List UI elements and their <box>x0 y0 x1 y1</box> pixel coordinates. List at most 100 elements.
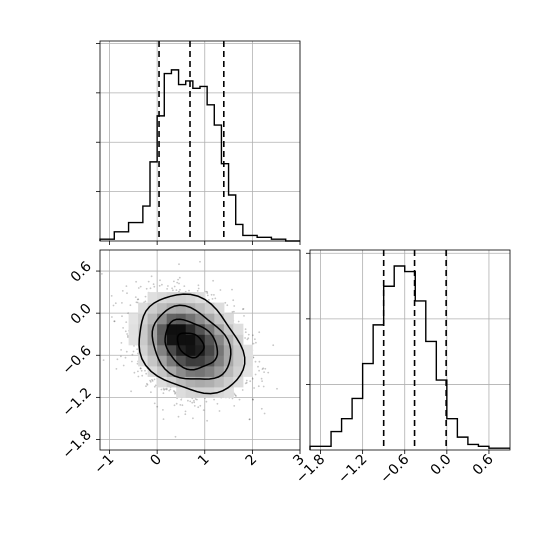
density-cell <box>204 302 215 314</box>
scatter-point <box>191 401 194 404</box>
density-cell <box>185 376 196 388</box>
density-cell <box>128 313 139 325</box>
scatter-point <box>246 338 249 341</box>
scatter-point <box>251 377 254 380</box>
scatter-point <box>175 289 178 291</box>
scatter-point <box>169 388 172 391</box>
scatter-point <box>218 410 221 412</box>
scatter-point <box>138 247 140 249</box>
scatter-point <box>253 387 256 389</box>
density-cell <box>176 365 187 377</box>
density-cell <box>157 355 168 367</box>
scatter-point <box>254 360 257 363</box>
y-axis-ticks: 0.6 0.0 −0.6 −1.2 −1.8 <box>59 259 100 462</box>
scatter-point <box>150 275 153 278</box>
density-cell <box>242 355 253 367</box>
scatter-point <box>211 298 214 300</box>
scatter-point <box>115 368 118 370</box>
contour-line <box>176 332 205 359</box>
y-tick-label: −1.2 <box>59 385 94 420</box>
scatter-point <box>216 402 219 405</box>
scatter-point <box>174 391 177 394</box>
scatter-point <box>153 378 156 381</box>
density-cell <box>157 344 168 356</box>
scatter-point <box>180 398 183 401</box>
scatter-point <box>214 297 217 300</box>
panel-frame <box>99 40 301 242</box>
scatter-point <box>188 289 190 292</box>
scatter-point <box>149 379 152 382</box>
scatter-point <box>177 415 180 418</box>
density-cell <box>185 355 196 367</box>
density-cell <box>195 323 206 335</box>
scatter-point <box>163 389 166 391</box>
scatter-point <box>121 302 123 304</box>
x-tick-marks <box>109 241 301 245</box>
scatter-point <box>213 398 216 401</box>
scatter-point <box>252 342 255 345</box>
scatter-point <box>233 405 236 407</box>
scatter-point <box>276 387 278 390</box>
scatter-point <box>149 287 152 290</box>
scatter-point <box>267 371 270 374</box>
density-cell <box>176 334 187 346</box>
density-cell <box>157 334 168 346</box>
density-cell <box>242 365 253 377</box>
density-cell <box>166 334 177 346</box>
scatter-point <box>187 399 189 402</box>
scatter-point <box>120 355 122 358</box>
density-cell <box>147 292 158 304</box>
density-cell <box>223 365 234 377</box>
scatter-point <box>258 369 260 372</box>
histogram-panel-param-2: −1.8 −1.2 −0.6 0.0 0.6 <box>293 249 511 487</box>
density-cell <box>223 323 234 335</box>
scatter-point <box>242 308 245 310</box>
density-cell <box>157 302 168 314</box>
scatter-point <box>120 342 123 344</box>
scatter-point <box>113 320 116 323</box>
scatter-point <box>245 381 248 384</box>
scatter-point <box>165 387 168 390</box>
density-cell <box>138 323 149 335</box>
scatter-point <box>174 435 177 438</box>
scatter-point <box>135 301 138 304</box>
scatter-point <box>121 290 124 292</box>
density-cell <box>138 344 149 356</box>
scatter-point <box>244 337 247 339</box>
scatter-point <box>134 296 137 298</box>
density-cell <box>166 376 177 388</box>
scatter-point <box>135 280 138 283</box>
scatter-point <box>205 400 208 403</box>
density-cell <box>185 386 196 398</box>
density-cell <box>176 323 187 335</box>
scatter-point <box>162 409 164 411</box>
density-cell <box>157 323 168 335</box>
scatter-point <box>244 382 247 385</box>
density-cell <box>157 365 168 377</box>
x-tick-label: 1 <box>195 452 213 470</box>
density-cell <box>147 344 158 356</box>
scatter-point <box>243 315 245 317</box>
panel-frame <box>309 249 511 451</box>
x-axis-ticks: −1.8 −1.2 −0.6 0.0 0.6 <box>293 450 497 487</box>
scatter-point <box>247 333 250 336</box>
density-cell <box>233 365 244 377</box>
scatter-point <box>125 350 128 353</box>
scatter-point <box>247 337 250 340</box>
density-cell <box>185 344 196 356</box>
scatter-point <box>144 369 146 372</box>
scatter-point <box>231 288 233 291</box>
scatter-point <box>149 381 152 383</box>
scatter-point <box>181 404 184 407</box>
scatter-point <box>156 405 159 408</box>
scatter-point <box>136 348 139 351</box>
scatter-point <box>263 412 266 415</box>
density-cell <box>242 344 253 356</box>
scatter-point <box>146 382 148 385</box>
scatter-point <box>196 398 198 401</box>
density-cell <box>214 334 225 346</box>
scatter-point <box>202 409 205 411</box>
density-cell <box>195 365 206 377</box>
scatter-point <box>261 368 264 370</box>
density-cell <box>185 334 196 346</box>
